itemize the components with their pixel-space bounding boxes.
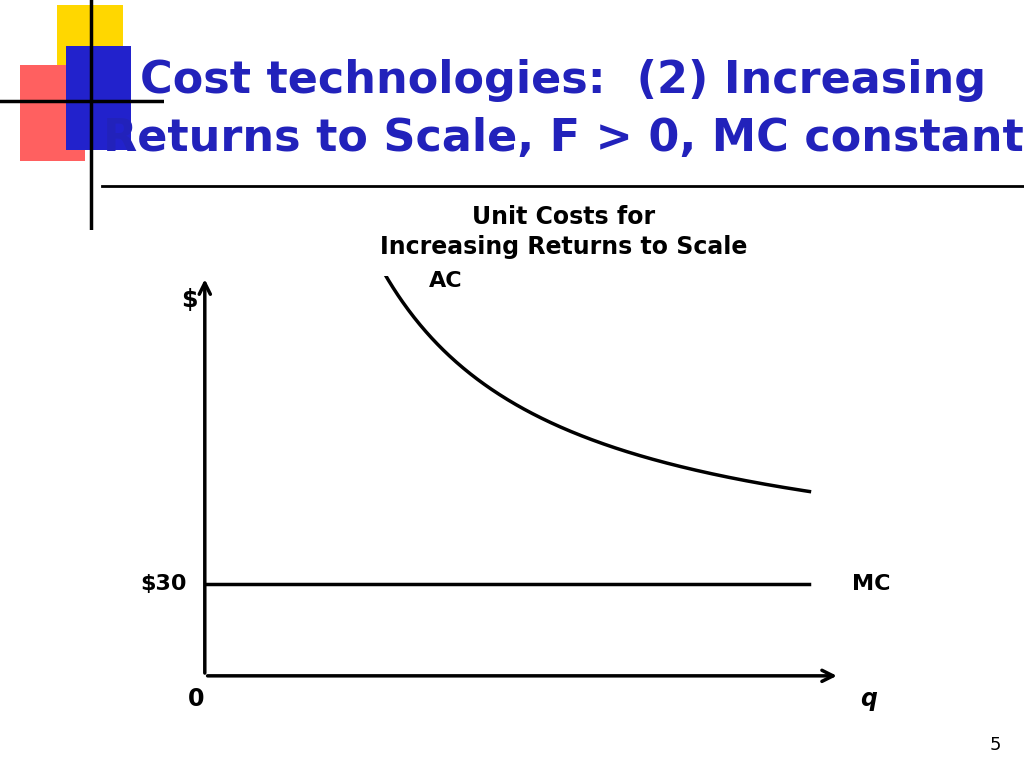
Bar bbox=[66, 46, 131, 150]
Text: Increasing Returns to Scale: Increasing Returns to Scale bbox=[380, 235, 746, 260]
Text: 5: 5 bbox=[990, 737, 1001, 754]
Text: 0: 0 bbox=[188, 687, 205, 711]
Text: Returns to Scale, F > 0, MC constant: Returns to Scale, F > 0, MC constant bbox=[102, 117, 1024, 160]
Text: MC: MC bbox=[852, 574, 890, 594]
Text: Cost technologies:  (2) Increasing: Cost technologies: (2) Increasing bbox=[140, 59, 986, 102]
Bar bbox=[57, 5, 123, 97]
Text: $: $ bbox=[181, 289, 198, 313]
Text: AC: AC bbox=[428, 271, 462, 291]
Text: q: q bbox=[860, 687, 877, 711]
Bar bbox=[19, 65, 85, 161]
Text: Unit Costs for: Unit Costs for bbox=[472, 204, 654, 229]
Text: $30: $30 bbox=[140, 574, 186, 594]
